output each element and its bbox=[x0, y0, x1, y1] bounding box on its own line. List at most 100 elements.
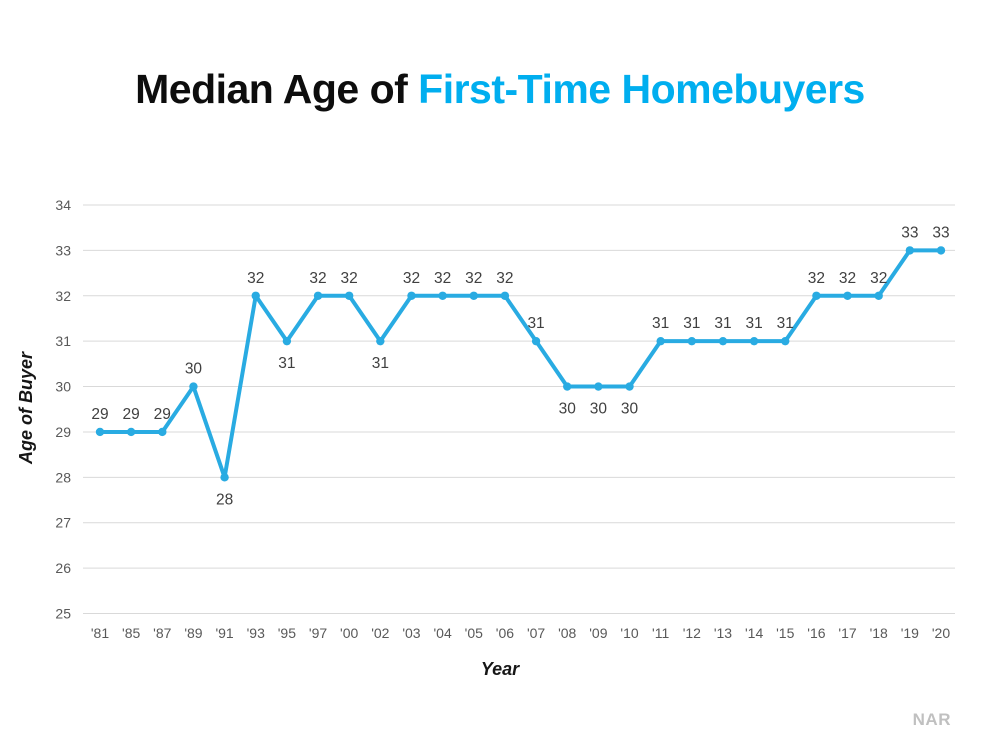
data-point-label: 31 bbox=[278, 355, 295, 372]
x-tick-label: '11 bbox=[652, 625, 669, 641]
x-tick-label: '91 bbox=[215, 625, 233, 641]
data-point-label: 30 bbox=[185, 361, 203, 378]
x-tick-label: '08 bbox=[558, 625, 576, 641]
data-line bbox=[98, 248, 943, 480]
data-point bbox=[843, 291, 852, 300]
data-point bbox=[500, 291, 510, 300]
chart-title-blue: First-Time Homebuyers bbox=[418, 66, 865, 112]
data-point bbox=[531, 336, 541, 346]
data-point bbox=[625, 382, 634, 391]
x-tick-label: '93 bbox=[247, 625, 265, 641]
y-tick-label: 26 bbox=[55, 560, 71, 576]
data-point bbox=[718, 336, 728, 346]
x-tick-label: '00 bbox=[340, 625, 358, 641]
x-tick-label: '05 bbox=[465, 625, 483, 641]
y-tick-label: 27 bbox=[55, 515, 71, 531]
data-point-label: 29 bbox=[91, 406, 108, 423]
x-tick-label: '09 bbox=[589, 625, 607, 641]
y-tick-label: 28 bbox=[55, 469, 71, 485]
data-point-label: 30 bbox=[590, 401, 608, 418]
data-point-label: 30 bbox=[559, 401, 577, 418]
y-tick-label: 34 bbox=[55, 197, 71, 213]
x-tick-label: '15 bbox=[776, 625, 794, 641]
y-tick-label: 32 bbox=[55, 288, 71, 304]
data-point bbox=[189, 382, 198, 391]
x-tick-label: '14 bbox=[745, 625, 763, 641]
data-point-label: 32 bbox=[434, 270, 451, 287]
data-point-label: 32 bbox=[496, 270, 513, 287]
data-point bbox=[812, 291, 821, 300]
y-tick-label: 33 bbox=[55, 242, 71, 258]
data-point bbox=[905, 246, 915, 255]
data-point bbox=[874, 291, 883, 300]
x-tick-label: '12 bbox=[683, 625, 701, 641]
data-point-label: 29 bbox=[154, 406, 171, 423]
data-point-label: 32 bbox=[309, 270, 326, 287]
x-tick-label: '04 bbox=[434, 625, 452, 641]
data-point bbox=[158, 427, 167, 437]
data-point-label: 32 bbox=[870, 270, 887, 287]
x-tick-label: '13 bbox=[714, 625, 732, 641]
x-tick-label: '89 bbox=[184, 625, 202, 641]
data-point-label: 31 bbox=[372, 355, 389, 372]
data-point bbox=[438, 291, 447, 300]
y-tick-label: 31 bbox=[55, 333, 71, 349]
x-tick-label: '03 bbox=[402, 625, 420, 641]
data-point-label: 32 bbox=[247, 270, 264, 287]
data-point bbox=[407, 291, 416, 300]
data-point bbox=[344, 291, 354, 300]
data-point-label: 32 bbox=[839, 270, 856, 287]
x-tick-label: '17 bbox=[838, 625, 856, 641]
data-point-label: 29 bbox=[123, 406, 140, 423]
data-point bbox=[282, 336, 292, 346]
data-point-label: 31 bbox=[683, 315, 700, 332]
x-tick-label: '18 bbox=[870, 625, 888, 641]
data-point-label: 28 bbox=[216, 491, 233, 508]
y-tick-label: 29 bbox=[55, 424, 71, 440]
chart-title: Median Age of First-Time Homebuyers bbox=[0, 66, 1000, 113]
y-axis-title: Age of Buyer bbox=[16, 351, 36, 465]
data-point-label: 30 bbox=[621, 401, 639, 418]
chart-title-black: Median Age of bbox=[135, 66, 419, 112]
x-tick-label: '06 bbox=[496, 625, 514, 641]
data-point bbox=[251, 291, 260, 300]
data-point-label: 31 bbox=[652, 315, 669, 332]
data-point bbox=[220, 473, 229, 482]
data-point bbox=[936, 246, 946, 255]
data-point-label: 31 bbox=[527, 315, 544, 332]
data-point bbox=[126, 427, 136, 437]
y-tick-label: 25 bbox=[55, 606, 71, 622]
data-point bbox=[313, 291, 323, 300]
x-tick-label: '02 bbox=[371, 625, 389, 641]
data-point bbox=[687, 336, 697, 346]
source-attribution: NAR bbox=[912, 710, 951, 729]
x-tick-label: '07 bbox=[527, 625, 545, 641]
data-point-label: 33 bbox=[901, 224, 918, 241]
data-point bbox=[656, 336, 665, 346]
x-tick-label: '95 bbox=[278, 625, 296, 641]
x-tick-label: '97 bbox=[309, 625, 327, 641]
x-tick-label: '85 bbox=[122, 625, 140, 641]
data-point-label: 32 bbox=[341, 270, 358, 287]
x-axis-title: Year bbox=[480, 659, 520, 679]
x-tick-label: '20 bbox=[932, 625, 950, 641]
data-point-label: 32 bbox=[403, 270, 420, 287]
x-tick-label: '81 bbox=[91, 625, 109, 641]
data-point bbox=[563, 382, 572, 391]
data-point-label: 32 bbox=[465, 270, 482, 287]
x-tick-label: '16 bbox=[807, 625, 825, 641]
x-tick-label: '19 bbox=[901, 625, 919, 641]
data-point bbox=[376, 336, 385, 346]
x-tick-label: '10 bbox=[620, 625, 638, 641]
data-point-label: 33 bbox=[932, 224, 949, 241]
data-point bbox=[781, 336, 790, 346]
data-point bbox=[594, 382, 603, 391]
data-point bbox=[749, 336, 759, 346]
x-tick-label: '87 bbox=[153, 625, 171, 641]
data-point bbox=[95, 427, 105, 437]
data-point-label: 32 bbox=[808, 270, 825, 287]
data-point-label: 31 bbox=[714, 315, 731, 332]
data-point-label: 31 bbox=[777, 315, 794, 332]
